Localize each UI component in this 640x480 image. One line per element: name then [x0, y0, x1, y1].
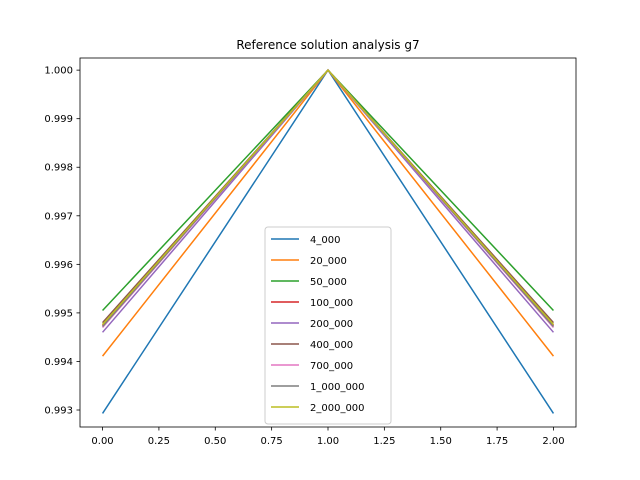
x-tick-label: 1.25 — [373, 436, 395, 447]
chart-title: Reference solution analysis g7 — [236, 38, 419, 52]
legend-label: 4_000 — [310, 235, 340, 246]
y-tick-label: 0.995 — [44, 308, 73, 319]
x-tick-label: 0.75 — [261, 436, 283, 447]
legend-label: 20_000 — [310, 256, 347, 267]
y-tick-label: 0.999 — [44, 114, 73, 125]
legend-label: 1_000_000 — [310, 382, 365, 393]
y-tick-label: 0.994 — [44, 357, 73, 368]
y-tick-label: 0.997 — [44, 211, 73, 222]
legend-label: 200_000 — [310, 319, 353, 330]
x-tick-label: 0.00 — [91, 436, 113, 447]
legend-label: 700_000 — [310, 361, 353, 372]
y-tick-label: 1.000 — [44, 66, 73, 77]
x-tick-label: 1.75 — [486, 436, 508, 447]
x-tick-label: 2.00 — [542, 436, 564, 447]
x-tick-label: 1.00 — [317, 436, 339, 447]
y-tick-label: 0.998 — [44, 163, 73, 174]
axes-layer: 0.00 0.25 0.50 0.75 1.00 1.25 1.50 1.75 2.00 0.99… — [44, 66, 564, 447]
plot-frame — [79, 57, 577, 428]
y-tick-label: 0.993 — [44, 406, 73, 417]
x-tick-label: 0.25 — [148, 436, 170, 447]
x-tick-label: 0.50 — [204, 436, 226, 447]
legend-label: 100_000 — [310, 298, 353, 309]
series-line-2_000_000 — [101, 69, 555, 326]
legend-label: 400_000 — [310, 340, 353, 351]
legend: 4_000 20_000 50_000 100_000 200_000 400_000 70… — [264, 226, 392, 425]
legend-label: 50_000 — [310, 277, 347, 288]
legend-box — [264, 226, 392, 425]
series-layer — [101, 68, 555, 414]
y-tick-label: 0.996 — [44, 260, 73, 271]
legend-label: 2_000_000 — [310, 403, 365, 414]
x-tick-label: 1.50 — [430, 436, 452, 447]
